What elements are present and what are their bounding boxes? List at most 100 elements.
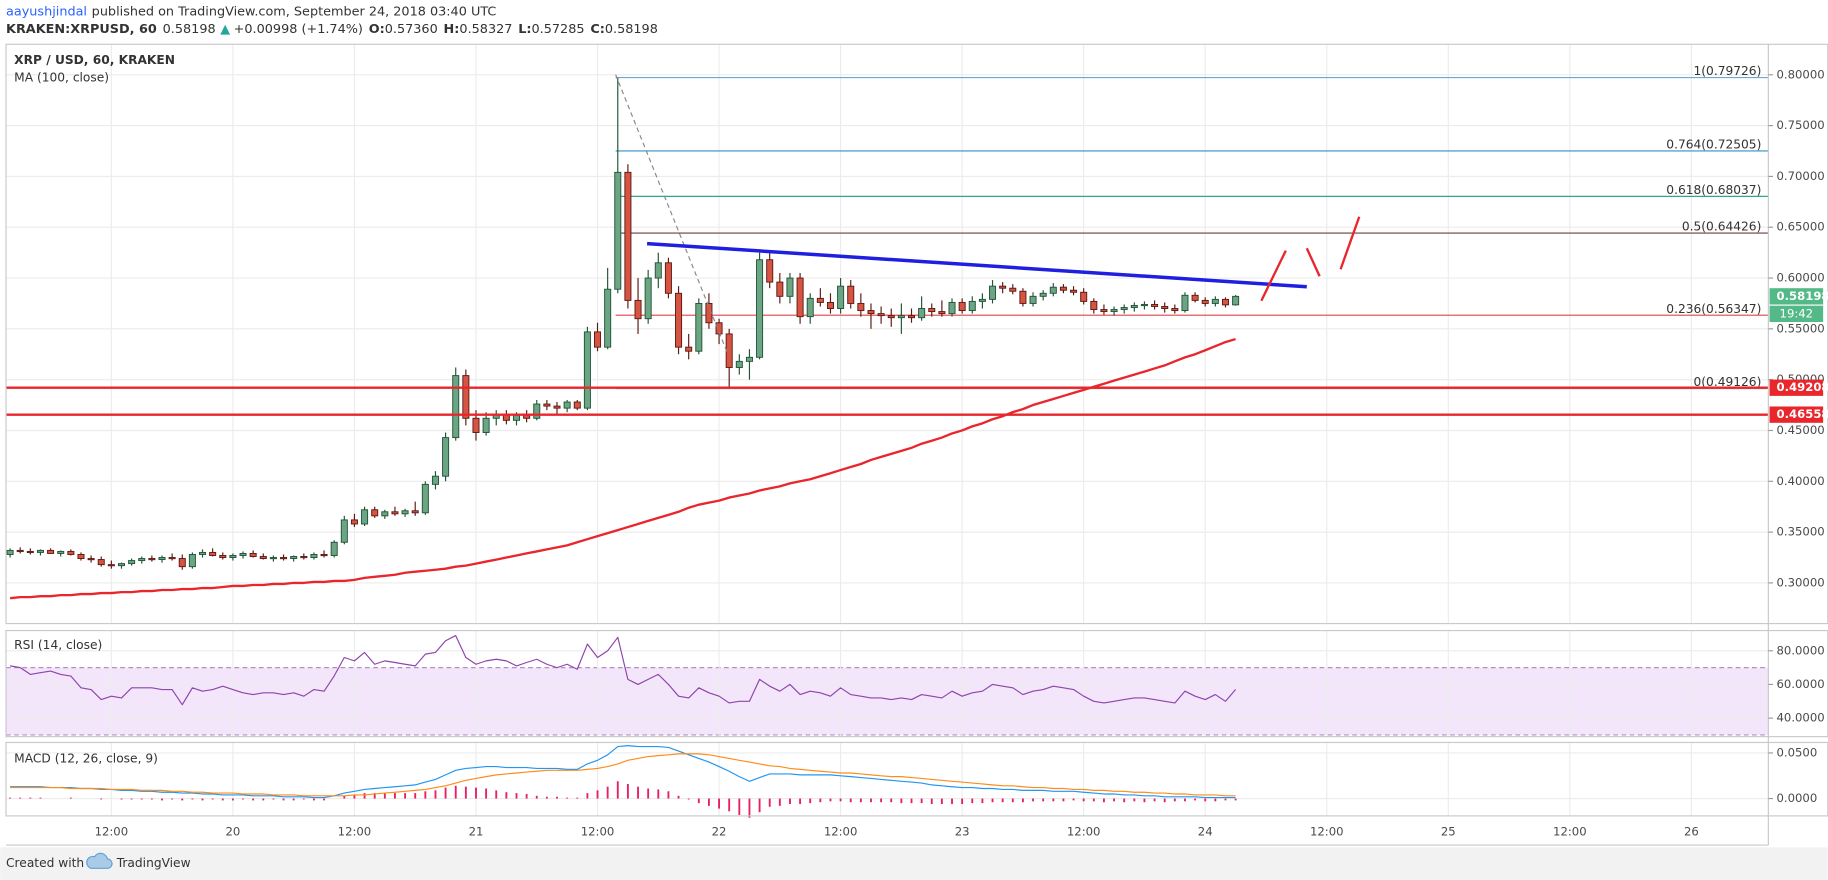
candle-body <box>1201 299 1209 304</box>
candle-body <box>695 302 703 352</box>
candle-body <box>735 360 743 368</box>
candle-body <box>837 285 845 309</box>
macd-histogram-bar <box>809 798 812 804</box>
macd-histogram-bar <box>708 798 710 806</box>
candle-body <box>512 414 520 421</box>
candle-body <box>1221 298 1229 306</box>
ohlc-key: O: <box>369 22 385 37</box>
candle-body <box>867 310 875 315</box>
candle-body <box>857 302 865 312</box>
candle-body <box>290 556 298 559</box>
candle-body <box>897 315 905 319</box>
macd-histogram-bar <box>161 798 163 801</box>
candle-body <box>715 322 723 335</box>
footer-bar <box>0 847 1828 880</box>
macd-histogram-bar <box>789 798 791 805</box>
y-tick-label: 40.0000 <box>1777 711 1825 725</box>
macd-histogram-bar <box>1082 798 1085 802</box>
macd-histogram-bar <box>1072 798 1075 801</box>
candle-body <box>330 541 338 556</box>
candle-body <box>654 262 662 279</box>
macd-histogram-bar <box>1021 798 1024 803</box>
candle-body <box>624 171 632 301</box>
macd-histogram-bar <box>1234 798 1237 801</box>
candle-body <box>401 510 409 515</box>
candle-body <box>1100 309 1108 313</box>
candle-body <box>999 285 1007 289</box>
candle-body <box>563 401 571 409</box>
candle-body <box>847 285 855 304</box>
candle-body <box>148 558 156 561</box>
candle-body <box>786 277 794 297</box>
y-tick-label: 0.70000 <box>1777 169 1825 183</box>
candle-body <box>826 301 834 309</box>
x-tick-label: 25 <box>1441 825 1456 839</box>
fib-label: 0.618(0.68037) <box>1666 183 1761 197</box>
candle-body <box>1019 290 1027 304</box>
macd-histogram-bar <box>1042 798 1045 802</box>
macd-histogram-bar <box>1184 798 1186 802</box>
candle-body <box>796 277 804 318</box>
ma-legend: MA (100, close) <box>14 71 109 85</box>
macd-histogram-bar <box>819 798 822 803</box>
candle-body <box>594 331 602 348</box>
y-tick-label: 0.55000 <box>1777 321 1825 335</box>
candle-body <box>421 483 429 514</box>
macd-histogram-bar <box>1092 798 1095 802</box>
symbol-line: KRAKEN:XRPUSD, 60 0.58198 ▲ +0.00998 (+1.74… <box>6 22 658 37</box>
macd-histogram-bar <box>221 798 224 801</box>
macd-histogram-bar <box>434 790 437 799</box>
macd-histogram-bar <box>485 788 488 799</box>
macd-histogram-bar <box>697 798 700 804</box>
candle-body <box>239 552 247 556</box>
frames <box>5 43 1828 846</box>
y-tick-label: 0.60000 <box>1777 271 1825 285</box>
candle-body <box>644 277 652 320</box>
grid <box>6 44 1769 816</box>
rsi-line <box>10 634 1237 706</box>
macd-histogram-bar <box>1123 798 1126 803</box>
macd-histogram-bar <box>120 798 123 800</box>
plot <box>6 77 1240 818</box>
candle-body <box>1009 287 1017 292</box>
macd-histogram-bar <box>799 798 802 805</box>
macd-histogram-bar <box>171 798 174 800</box>
macd-title: MACD (12, 26, close, 9) <box>14 751 158 765</box>
candle-body <box>573 401 581 409</box>
macd-histogram-bar <box>748 798 751 818</box>
candle-body <box>918 308 926 319</box>
price-tag <box>1769 406 1824 423</box>
macd-histogram-bar <box>394 793 396 799</box>
macd-histogram-bar <box>910 798 913 804</box>
candle-body <box>1130 305 1138 308</box>
last-price-tag <box>1769 288 1824 305</box>
macd-histogram-bar <box>1052 798 1055 802</box>
macd-histogram-bar <box>616 781 619 799</box>
candle-body <box>178 558 186 568</box>
macd-histogram-bar <box>556 796 558 799</box>
macd-histogram-bar <box>951 798 953 805</box>
macd-histogram-bar <box>981 798 984 804</box>
candle-body <box>1191 294 1199 301</box>
y-tick-label: 0.30000 <box>1777 575 1825 589</box>
candle-body <box>664 262 672 294</box>
footer-brand[interactable]: TradingView <box>116 856 191 870</box>
candle-body <box>938 311 946 315</box>
fib-label: 0.5(0.64426) <box>1682 220 1762 234</box>
candle-body <box>1059 286 1067 291</box>
candle-body <box>431 475 439 485</box>
macd-histogram-bar <box>9 797 12 799</box>
macd-histogram-bar <box>1133 798 1136 802</box>
macd-histogram-bar <box>100 798 103 800</box>
x-tick-label: 12:00 <box>1310 825 1344 839</box>
fib-label: 0.236(0.56347) <box>1666 302 1761 316</box>
macd-histogram-bar <box>262 798 265 801</box>
candle-body <box>604 288 612 348</box>
x-tick-label: 12:00 <box>581 825 615 839</box>
macd-histogram-bar <box>19 797 22 799</box>
candle-body <box>36 549 44 553</box>
author[interactable]: aayushjindal <box>6 4 87 19</box>
fib-label: 1(0.79726) <box>1694 64 1762 78</box>
macd-histogram-bar <box>566 797 569 799</box>
y-tick-label: 80.0000 <box>1777 643 1825 657</box>
